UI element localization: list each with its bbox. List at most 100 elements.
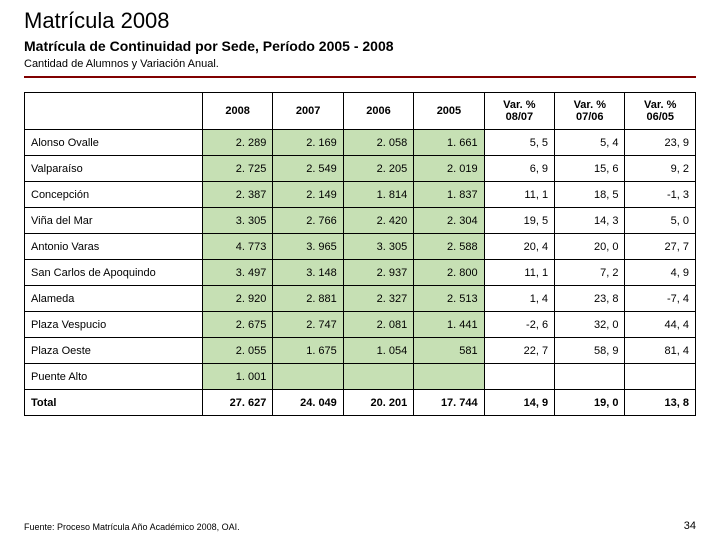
cell: 2. 289 xyxy=(202,130,272,156)
cell: 14, 3 xyxy=(555,208,625,234)
cell: 2. 304 xyxy=(414,208,484,234)
cell: 11, 1 xyxy=(484,182,554,208)
cell: 3. 148 xyxy=(273,260,343,286)
cell: 3. 305 xyxy=(202,208,272,234)
table-row: San Carlos de Apoquindo3. 4973. 1482. 93… xyxy=(25,260,696,286)
table-row: Concepción2. 3872. 1491. 8141. 83711, 11… xyxy=(25,182,696,208)
cell: 23, 9 xyxy=(625,130,696,156)
col-2006: 2006 xyxy=(343,93,413,130)
cell: 2. 055 xyxy=(202,338,272,364)
cell: 581 xyxy=(414,338,484,364)
cell: 24. 049 xyxy=(273,390,343,416)
row-label: Valparaíso xyxy=(25,156,203,182)
cell: 18, 5 xyxy=(555,182,625,208)
data-table: 2008 2007 2006 2005 Var. % 08/07 Var. % … xyxy=(24,92,696,416)
row-label: Total xyxy=(25,390,203,416)
row-label: Puente Alto xyxy=(25,364,203,390)
cell: 2. 019 xyxy=(414,156,484,182)
cell: 22, 7 xyxy=(484,338,554,364)
cell: 2. 881 xyxy=(273,286,343,312)
cell: 1. 441 xyxy=(414,312,484,338)
cell: 1. 814 xyxy=(343,182,413,208)
row-label: Viña del Mar xyxy=(25,208,203,234)
page-subtext: Cantidad de Alumnos y Variación Anual. xyxy=(24,58,696,70)
page-subtitle: Matrícula de Continuidad por Sede, Perío… xyxy=(24,38,696,54)
cell: 23, 8 xyxy=(555,286,625,312)
cell: 2. 549 xyxy=(273,156,343,182)
cell: 2. 800 xyxy=(414,260,484,286)
page-title: Matrícula 2008 xyxy=(24,8,696,34)
cell: 1. 675 xyxy=(273,338,343,364)
cell: 2. 420 xyxy=(343,208,413,234)
cell: 1. 837 xyxy=(414,182,484,208)
cell: 19, 5 xyxy=(484,208,554,234)
cell: 58, 9 xyxy=(555,338,625,364)
cell: 27, 7 xyxy=(625,234,696,260)
cell: 1. 001 xyxy=(202,364,272,390)
cell: 81, 4 xyxy=(625,338,696,364)
table-row: Antonio Varas4. 7733. 9653. 3052. 58820,… xyxy=(25,234,696,260)
cell: 2. 149 xyxy=(273,182,343,208)
table-row: Puente Alto1. 001 xyxy=(25,364,696,390)
cell: 1, 4 xyxy=(484,286,554,312)
cell: 2. 081 xyxy=(343,312,413,338)
table-row: Plaza Vespucio2. 6752. 7472. 0811. 441-2… xyxy=(25,312,696,338)
table-row: Valparaíso2. 7252. 5492. 2052. 0196, 915… xyxy=(25,156,696,182)
cell: 2. 920 xyxy=(202,286,272,312)
cell: 15, 6 xyxy=(555,156,625,182)
cell: 2. 058 xyxy=(343,130,413,156)
row-label: Antonio Varas xyxy=(25,234,203,260)
cell: 2. 169 xyxy=(273,130,343,156)
cell: 2. 588 xyxy=(414,234,484,260)
footnote: Fuente: Proceso Matrícula Año Académico … xyxy=(24,522,240,532)
cell: 17. 744 xyxy=(414,390,484,416)
table-row: Viña del Mar3. 3052. 7662. 4202. 30419, … xyxy=(25,208,696,234)
cell: -1, 3 xyxy=(625,182,696,208)
row-label: Alonso Ovalle xyxy=(25,130,203,156)
page-number: 34 xyxy=(684,520,696,532)
cell: 2. 725 xyxy=(202,156,272,182)
col-2007: 2007 xyxy=(273,93,343,130)
row-label: Plaza Vespucio xyxy=(25,312,203,338)
cell: 11, 1 xyxy=(484,260,554,286)
cell: 4, 9 xyxy=(625,260,696,286)
cell: 9, 2 xyxy=(625,156,696,182)
cell: 3. 305 xyxy=(343,234,413,260)
cell xyxy=(484,364,554,390)
col-blank xyxy=(25,93,203,130)
col-var0605: Var. % 06/05 xyxy=(625,93,696,130)
cell: 20, 0 xyxy=(555,234,625,260)
cell xyxy=(273,364,343,390)
cell: 3. 965 xyxy=(273,234,343,260)
table-row: Alameda2. 9202. 8812. 3272. 5131, 423, 8… xyxy=(25,286,696,312)
cell: 32, 0 xyxy=(555,312,625,338)
cell: 20. 201 xyxy=(343,390,413,416)
cell: 44, 4 xyxy=(625,312,696,338)
col-2008: 2008 xyxy=(202,93,272,130)
cell xyxy=(414,364,484,390)
table-row: Plaza Oeste2. 0551. 6751. 05458122, 758,… xyxy=(25,338,696,364)
cell: 27. 627 xyxy=(202,390,272,416)
table-row: Alonso Ovalle2. 2892. 1692. 0581. 6615, … xyxy=(25,130,696,156)
cell: 2. 937 xyxy=(343,260,413,286)
row-label: Alameda xyxy=(25,286,203,312)
table-body: Alonso Ovalle2. 2892. 1692. 0581. 6615, … xyxy=(25,130,696,416)
cell: 5, 5 xyxy=(484,130,554,156)
total-row: Total27. 62724. 04920. 20117. 74414, 919… xyxy=(25,390,696,416)
cell: 5, 4 xyxy=(555,130,625,156)
cell: 13, 8 xyxy=(625,390,696,416)
row-label: Plaza Oeste xyxy=(25,338,203,364)
cell: 1. 661 xyxy=(414,130,484,156)
cell: 2. 387 xyxy=(202,182,272,208)
cell: 2. 747 xyxy=(273,312,343,338)
row-label: San Carlos de Apoquindo xyxy=(25,260,203,286)
col-var0807: Var. % 08/07 xyxy=(484,93,554,130)
cell: -7, 4 xyxy=(625,286,696,312)
cell: -2, 6 xyxy=(484,312,554,338)
cell: 2. 327 xyxy=(343,286,413,312)
cell xyxy=(555,364,625,390)
col-2005: 2005 xyxy=(414,93,484,130)
row-label: Concepción xyxy=(25,182,203,208)
cell: 19, 0 xyxy=(555,390,625,416)
cell xyxy=(625,364,696,390)
